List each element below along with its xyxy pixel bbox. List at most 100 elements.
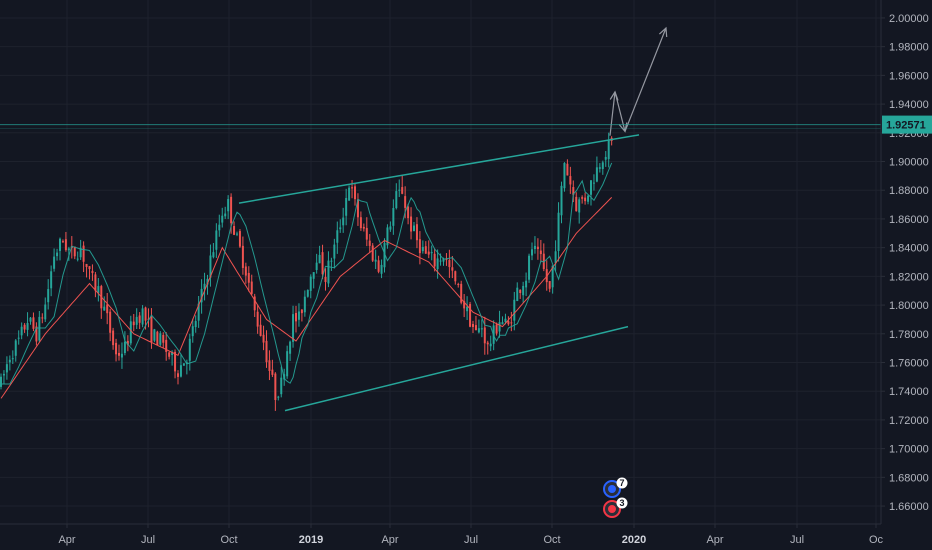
candle-body [286,351,289,377]
candle-body [418,239,421,254]
moving-averages [0,162,613,399]
candle-body [374,259,377,262]
y-tick-label: 1.70000 [889,444,929,456]
candle-body [501,322,504,325]
candle-body [256,311,259,327]
candle-body [53,256,56,269]
candle-body [88,266,91,270]
candle-body [533,245,536,250]
candle-body [44,304,47,320]
candle-body [5,364,8,373]
candle-body [474,325,477,331]
candle-body [584,197,587,202]
candle-body [469,304,472,327]
candle-body [572,187,575,195]
candle-body [179,365,182,377]
candle-body [147,318,150,320]
trend-drawings[interactable] [0,26,881,412]
candle-body [386,227,389,246]
candle-body [498,322,501,332]
candle-body [365,227,368,240]
candle-body [563,163,566,189]
candle-body [91,270,94,274]
candle-body [135,316,138,325]
candle-body [118,352,120,356]
event-badges[interactable]: 73 [603,477,628,518]
candle-body [463,301,466,309]
projection-arrow-line[interactable] [624,27,667,132]
candle-body [380,264,383,274]
candle-body [297,311,300,320]
candle-body [601,162,604,169]
candle-body [454,271,457,282]
candle-body [274,373,277,401]
price-axis[interactable]: 1.66000 1.68000 1.70000 1.72000 1.74000 1.760… [881,13,932,513]
candle-body [598,167,601,169]
y-tick-label: 1.74000 [889,386,929,398]
candle-body [11,358,14,360]
candle-body [424,246,427,254]
candle-body [324,276,327,282]
candle-body [224,213,227,217]
y-tick-label: 1.88000 [889,185,929,197]
candle-body [321,252,324,275]
candle-body [395,191,398,209]
candle-body [345,197,348,216]
candle-body [551,265,554,288]
candle-body [607,140,610,160]
candle-body [516,287,519,302]
candle-body [566,163,569,176]
candle-body [587,195,590,202]
candle-body [477,328,480,333]
candle-body [507,321,510,325]
candle-body [182,363,185,366]
candle-body [407,206,410,219]
candle-body [486,342,489,345]
arrowhead-up-icon [609,90,619,101]
candle-body [212,252,215,258]
channel-upper-line[interactable] [238,134,640,204]
candle-body [61,241,64,243]
candle-body [336,230,339,243]
candle-body [578,199,581,213]
arrowhead-down-icon [618,122,628,133]
candle-body [120,353,123,358]
candle-body [581,197,584,199]
candle-body [392,208,395,226]
candle-body [504,318,507,322]
candle-body [244,266,247,276]
channel-lower-line[interactable] [284,325,629,412]
candle-body [32,317,35,329]
y-tick-label: 1.84000 [889,243,929,255]
candle-body [17,337,20,339]
candle-body [592,182,595,184]
candle-body [604,156,607,160]
candle-body [590,180,592,195]
candle-body [64,239,67,251]
event-count-badge [616,477,628,489]
candle-body [575,196,578,212]
candle-body [309,276,312,291]
candle-body [76,258,79,260]
candle-body [165,339,168,352]
candle-body [67,248,70,251]
candle-body [362,226,365,229]
last-price-badge[interactable] [882,115,932,134]
y-tick-label: 1.72000 [889,415,929,427]
time-axis[interactable]: Apr Jul Oct 2019 Apr Jul Oct 2020 Apr Jul Oc [58,524,884,546]
candle-body [356,199,359,218]
candle-body [510,322,513,324]
candle-body [330,260,333,262]
candle-body [557,212,560,252]
candle-body [159,333,162,345]
candle-body [129,321,132,344]
candle-body [295,312,297,322]
candle-body [194,321,197,328]
candle-body [595,167,598,182]
candle-body [472,324,474,328]
candle-body [433,253,436,267]
candle-body [123,341,126,354]
candle-body [150,316,153,342]
